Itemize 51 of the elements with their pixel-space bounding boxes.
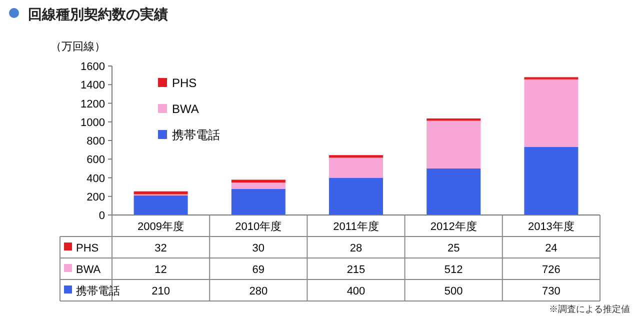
x-tick-label: 2012年度 bbox=[430, 220, 477, 233]
bar bbox=[329, 155, 383, 158]
y-tick-label: 1000 bbox=[80, 116, 105, 129]
data-label: 32 bbox=[154, 242, 167, 254]
text: PHS bbox=[76, 242, 99, 254]
y-tick-label: 1600 bbox=[80, 61, 105, 73]
x-tick-label: 2013年度 bbox=[528, 220, 574, 233]
text: BWA bbox=[76, 264, 101, 276]
data-label: 12 bbox=[154, 264, 167, 276]
data-label: 24 bbox=[545, 242, 558, 254]
data-label: 512 bbox=[444, 264, 463, 276]
legend-label: BWA bbox=[172, 102, 199, 116]
y-tick-label: 800 bbox=[86, 136, 105, 148]
x-tick-label: 2011年度 bbox=[333, 220, 379, 233]
legend-label: PHS bbox=[172, 76, 197, 90]
bar bbox=[231, 182, 286, 189]
data-label: 25 bbox=[447, 242, 460, 254]
bar bbox=[426, 168, 481, 215]
y-axis-title: （万回線） bbox=[50, 41, 106, 53]
y-tick-label: 1400 bbox=[80, 80, 105, 92]
y-tick-label: 400 bbox=[86, 172, 105, 185]
data-label: 726 bbox=[542, 264, 560, 276]
chart-title: 回線種別契約数の実績 bbox=[28, 6, 168, 22]
bar bbox=[134, 191, 188, 194]
data-label: 500 bbox=[444, 286, 463, 298]
data-label: 280 bbox=[249, 286, 268, 298]
bar bbox=[524, 79, 578, 148]
bar bbox=[231, 188, 286, 215]
data-label: 30 bbox=[252, 242, 265, 254]
x-tick-label: 2010年度 bbox=[235, 220, 282, 233]
bar bbox=[426, 118, 481, 121]
data-label: 69 bbox=[252, 264, 265, 276]
bar bbox=[524, 147, 578, 215]
y-tick-label: 200 bbox=[86, 191, 105, 204]
y-tick-label: 600 bbox=[86, 154, 105, 166]
y-tick-label: 0 bbox=[98, 210, 105, 222]
bar bbox=[134, 195, 188, 215]
data-label: 28 bbox=[350, 242, 362, 254]
bar bbox=[329, 178, 383, 215]
bar bbox=[329, 158, 383, 178]
legend-label: 携帯電話 bbox=[172, 128, 220, 142]
data-label: 210 bbox=[152, 286, 170, 298]
x-tick-label: 2009年度 bbox=[138, 220, 184, 233]
data-label: 730 bbox=[542, 286, 560, 298]
text: 携帯電話 bbox=[76, 286, 120, 298]
bar bbox=[231, 180, 286, 182]
data-label: 215 bbox=[346, 264, 366, 276]
text: ※調査による推定値 bbox=[549, 304, 630, 314]
y-tick-label: 1200 bbox=[80, 98, 105, 110]
data-label: 400 bbox=[346, 286, 366, 298]
bar bbox=[426, 120, 481, 168]
